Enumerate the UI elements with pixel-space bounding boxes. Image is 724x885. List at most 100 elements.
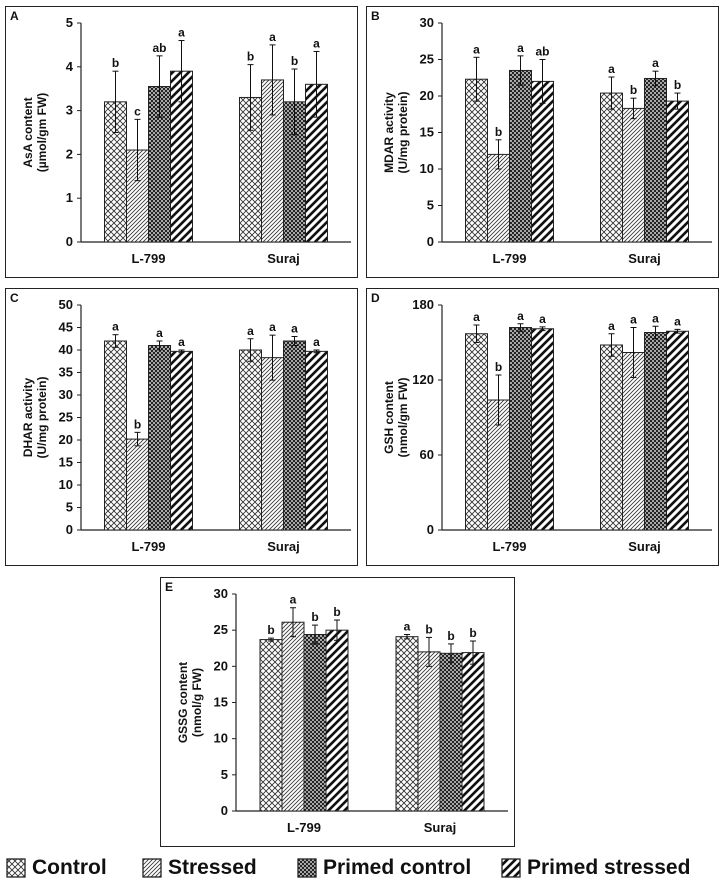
y-tick-label: 10	[59, 477, 73, 492]
significance-letter: b	[630, 83, 637, 97]
x-category-label: L-799	[493, 251, 527, 266]
y-axis-title-line-2: (µmol/gm FW)	[35, 93, 49, 173]
y-axis-title-line-1: MDAR activity	[382, 92, 396, 173]
bar-control	[104, 340, 127, 531]
bar-stressed	[622, 107, 645, 243]
y-axis-title-line-1: GSH content	[382, 381, 396, 454]
y-axis-title: GSH content(nmol/gm FW)	[382, 378, 410, 458]
significance-letter: c	[134, 104, 141, 118]
y-tick-label: 0	[221, 803, 228, 818]
y-tick-label: 15	[59, 455, 73, 470]
y-tick-label: 15	[420, 125, 434, 140]
x-category-label: L-799	[493, 539, 527, 554]
panel-letter: D	[371, 291, 380, 305]
bar-control	[239, 349, 262, 531]
bar-primed-stressed	[666, 330, 689, 531]
significance-letter: b	[674, 78, 681, 92]
bar-primed-stressed	[461, 652, 485, 812]
panel-letter: B	[371, 9, 380, 23]
significance-letter: a	[269, 320, 276, 334]
y-tick-label: 10	[214, 731, 228, 746]
y-tick-label: 0	[66, 234, 73, 249]
y-tick-label: 60	[420, 447, 434, 462]
y-axis-title-line-1: AsA content	[21, 97, 35, 167]
significance-letter: ab	[152, 41, 166, 55]
significance-letter: a	[608, 62, 615, 76]
legend-label-control: Control	[32, 856, 107, 879]
legend-item-primed-stressed: Primed stressed	[501, 856, 690, 880]
y-tick-label: 0	[427, 522, 434, 537]
y-tick-label: 4	[66, 59, 74, 74]
bar-primed-stressed	[325, 629, 349, 812]
y-tick-label: 30	[214, 586, 228, 601]
y-axis-title-line-1: GSSG content	[176, 662, 190, 743]
bar-control	[600, 344, 623, 531]
bar-stressed	[126, 438, 149, 531]
x-category-label: L-799	[287, 820, 321, 835]
bar-primed-control	[303, 634, 327, 812]
y-tick-label: 35	[59, 365, 73, 380]
bar-control	[259, 639, 283, 812]
panel-d: D GSH content(nmol/gm FW) 0 60 120 180 a b a a L-…	[366, 288, 719, 566]
bar-control	[600, 92, 623, 243]
significance-letter: b	[495, 125, 502, 139]
y-tick-label: 20	[59, 432, 73, 447]
bar-primed-stressed	[531, 80, 554, 243]
x-category-label: L-799	[132, 539, 166, 554]
y-axis-title: DHAR activity(U/mg protein)	[21, 377, 49, 459]
panel-letter: A	[10, 9, 19, 23]
y-tick-label: 120	[412, 372, 434, 387]
bar-primed-control	[148, 345, 171, 531]
legend-item-control: Control	[6, 856, 107, 880]
bar-primed-stressed	[170, 350, 193, 531]
bar-primed-control	[283, 340, 306, 531]
legend-swatch-primed-control	[297, 858, 317, 878]
legend-swatch-primed-stressed	[501, 858, 521, 878]
significance-letter: b	[311, 610, 318, 624]
legend-label-primed-control: Primed control	[323, 856, 472, 879]
panel-b: B MDAR activity(U/mg protein) 0 5 10 15 20 25 3…	[366, 6, 719, 278]
y-tick-label: 5	[221, 767, 228, 782]
significance-letter: a	[652, 311, 659, 325]
significance-letter: b	[112, 56, 119, 70]
y-tick-label: 30	[420, 15, 434, 30]
y-tick-label: 45	[59, 320, 73, 335]
y-axis-title-line-2: (nmol/g FW)	[190, 668, 204, 737]
y-tick-label: 20	[420, 88, 434, 103]
chart-a: AsA content(µmol/gm FW)012345bcabaL-799b…	[21, 15, 351, 266]
significance-letter: a	[674, 314, 681, 328]
chart-b: MDAR activity(U/mg protein) 0 5 10 15 20 25 30 a…	[382, 15, 712, 266]
significance-letter: a	[313, 335, 320, 349]
panel-c: C DHAR activity(U/mg protein) 0 5 10 15 20 25 3…	[5, 288, 358, 566]
significance-letter: a	[539, 312, 546, 326]
bar-primed-stressed	[666, 100, 689, 243]
bar-primed-stressed	[305, 350, 328, 531]
y-axis-title-line-2: (U/mg protein)	[35, 377, 49, 459]
bar-stressed	[622, 352, 645, 531]
significance-letter: a	[652, 56, 659, 70]
y-tick-label: 3	[66, 103, 73, 118]
significance-letter: b	[333, 605, 340, 619]
legend-label-stressed: Stressed	[168, 856, 257, 879]
bar-stressed	[417, 651, 441, 812]
significance-letter: a	[178, 26, 185, 40]
y-axis-title: AsA content(µmol/gm FW)	[21, 93, 49, 173]
y-tick-label: 25	[420, 52, 434, 67]
significance-letter: a	[630, 313, 637, 327]
chart-c: DHAR activity(U/mg protein) 0 5 10 15 20 25 30 3…	[21, 297, 351, 554]
y-tick-label: 40	[59, 342, 73, 357]
y-axis-title-line-1: DHAR activity	[21, 378, 35, 458]
bar-control	[465, 333, 488, 531]
chart-d: GSH content(nmol/gm FW) 0 60 120 180 a b a a L-79…	[382, 297, 712, 554]
bar-stressed	[281, 621, 305, 812]
y-axis-title-line-2: (nmol/gm FW)	[396, 378, 410, 458]
y-tick-label: 50	[59, 297, 73, 312]
significance-letter: a	[517, 41, 524, 55]
significance-letter: b	[469, 626, 476, 640]
legend-swatch-control	[6, 858, 26, 878]
legend: Control Stressed Primed control Primed s…	[0, 852, 724, 885]
bar-control	[465, 78, 488, 243]
y-tick-label: 0	[66, 522, 73, 537]
panel-e: E GSSG content(nmol/g FW) 0 5 10 15 20 25 30 b a b…	[160, 577, 515, 847]
x-category-label: L-799	[132, 251, 166, 266]
